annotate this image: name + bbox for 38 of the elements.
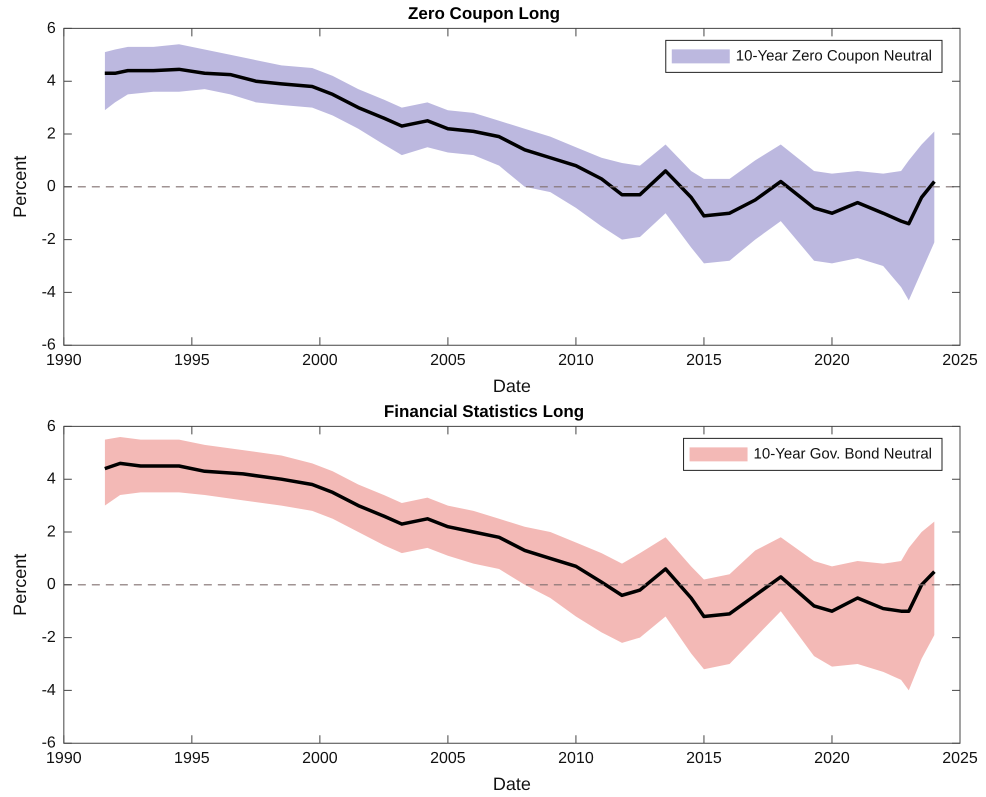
chart-title: Financial Statistics Long <box>384 402 584 421</box>
x-tick-label: 2005 <box>430 750 466 768</box>
y-tick-label: 6 <box>46 20 56 37</box>
x-tick-label: 2015 <box>686 750 722 768</box>
x-tick-label: 2025 <box>942 352 978 370</box>
x-tick-label: 2010 <box>558 352 594 370</box>
y-tick-label: 2 <box>46 523 56 540</box>
x-tick-label: 1990 <box>46 750 82 768</box>
y-tick-label: 4 <box>46 470 56 488</box>
y-tick-label: 2 <box>46 125 56 142</box>
x-axis-title: Date <box>492 376 531 396</box>
x-tick-label: 2005 <box>430 352 466 370</box>
legend-label: 10-Year Zero Coupon Neutral <box>736 48 932 65</box>
legend-label: 10-Year Gov. Bond Neutral <box>754 446 932 463</box>
y-tick-label: 0 <box>46 178 56 196</box>
x-tick-label: 2025 <box>942 750 978 768</box>
y-tick-label: -2 <box>42 629 56 646</box>
x-tick-label: 2020 <box>814 352 850 370</box>
y-tick-label: -4 <box>42 284 56 301</box>
x-tick-label: 1995 <box>174 352 210 370</box>
x-tick-label: 2000 <box>302 352 338 370</box>
x-tick-label: 2015 <box>686 352 722 370</box>
x-tick-label: 2000 <box>302 750 338 768</box>
x-tick-label: 2010 <box>558 750 594 768</box>
y-axis-title: Percent <box>10 156 30 218</box>
chart-title: Zero Coupon Long <box>408 4 560 23</box>
y-tick-label: -2 <box>42 231 56 248</box>
y-tick-label: 0 <box>46 576 56 594</box>
y-axis-title: Percent <box>10 554 30 616</box>
y-tick-label: 4 <box>46 72 56 90</box>
y-tick-label: 6 <box>46 418 56 435</box>
x-axis-title: Date <box>492 774 531 794</box>
x-tick-label: 1995 <box>174 750 210 768</box>
y-tick-label: -6 <box>42 734 56 752</box>
x-tick-label: 1990 <box>46 352 82 370</box>
x-tick-label: 2020 <box>814 750 850 768</box>
y-tick-label: -4 <box>42 682 56 699</box>
y-tick-label: -6 <box>42 336 56 354</box>
